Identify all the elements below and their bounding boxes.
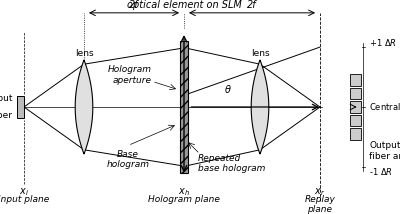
- Text: 2f: 2f: [247, 0, 257, 10]
- Text: $x_i$: $x_i$: [19, 186, 29, 198]
- Text: +1 $\Delta R$: +1 $\Delta R$: [369, 37, 397, 48]
- Text: Hologram
aperture: Hologram aperture: [108, 65, 152, 85]
- Text: $\theta$: $\theta$: [224, 83, 232, 95]
- Bar: [350, 74, 361, 86]
- Text: $x_h$: $x_h$: [178, 186, 190, 198]
- Text: Replay
plane: Replay plane: [304, 195, 336, 214]
- Bar: [350, 101, 361, 113]
- Polygon shape: [251, 60, 269, 154]
- Text: 2f: 2f: [129, 0, 139, 10]
- Bar: [350, 128, 361, 140]
- Text: Output
fiber array: Output fiber array: [369, 141, 400, 161]
- Text: fiber: fiber: [0, 111, 13, 120]
- Text: Repeated
base hologram: Repeated base hologram: [198, 154, 265, 174]
- Text: $x_r$: $x_r$: [314, 186, 326, 198]
- Bar: [180, 41, 188, 173]
- Text: lens: lens: [251, 49, 269, 58]
- Text: Input plane: Input plane: [0, 195, 50, 204]
- Text: -1 $\Delta R$: -1 $\Delta R$: [369, 166, 393, 177]
- Text: Hologram plane: Hologram plane: [148, 195, 220, 204]
- Bar: [350, 88, 361, 99]
- Text: Base
hologram: Base hologram: [106, 150, 150, 169]
- Bar: [350, 115, 361, 126]
- Bar: [17, 96, 24, 118]
- Text: Central $\Delta R$: Central $\Delta R$: [369, 101, 400, 113]
- Text: Dynamic holographic
optical element on SLM: Dynamic holographic optical element on S…: [127, 0, 241, 10]
- Text: lens: lens: [75, 49, 93, 58]
- Polygon shape: [75, 60, 93, 154]
- Text: Input: Input: [0, 94, 13, 103]
